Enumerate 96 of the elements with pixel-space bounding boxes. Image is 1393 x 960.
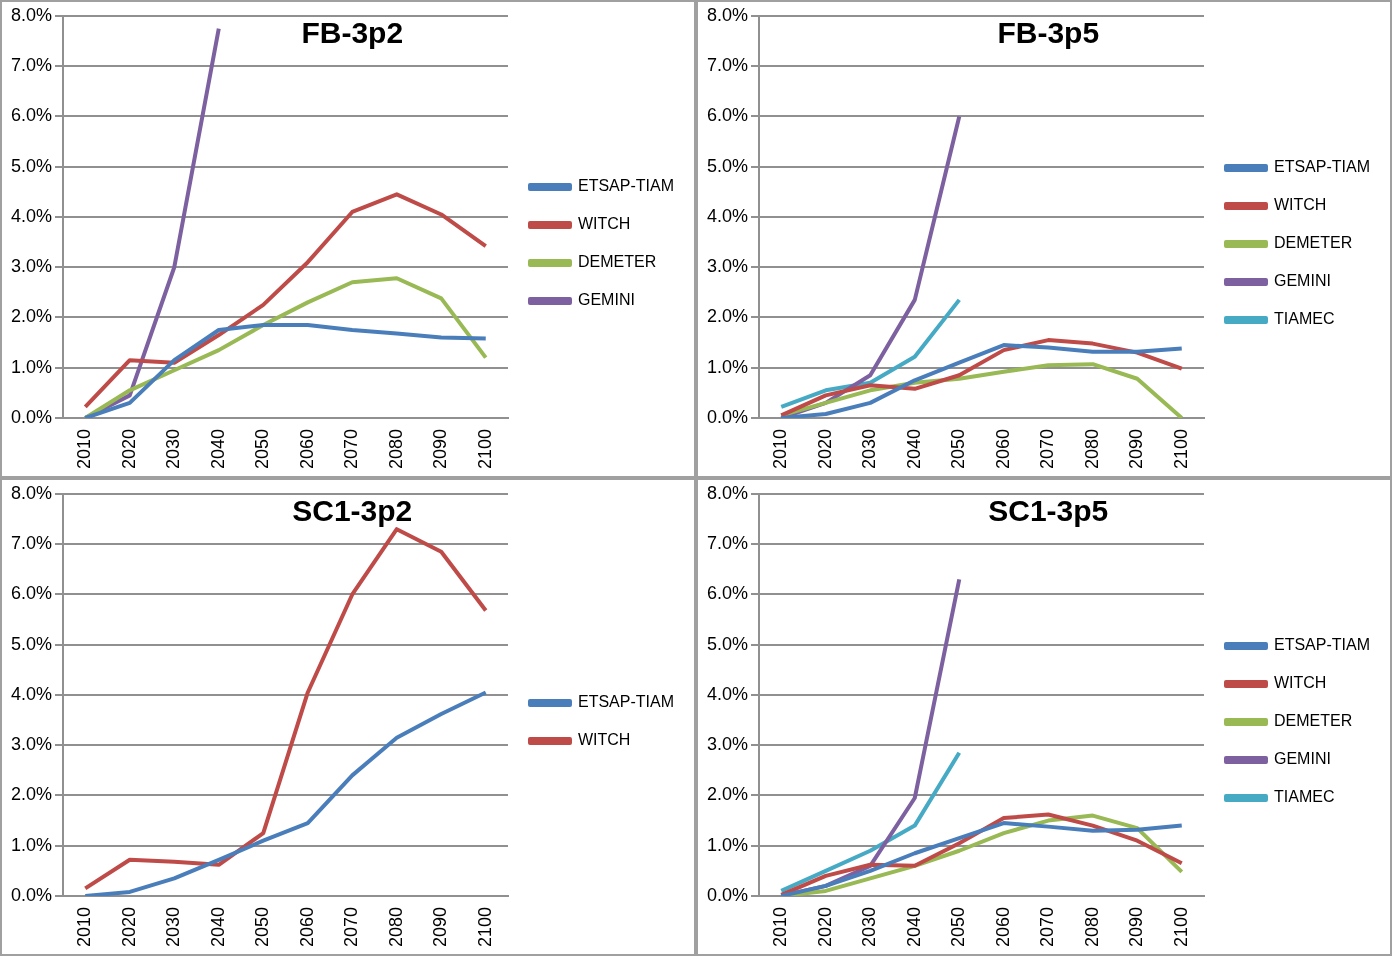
x-tick-label: 2050: [252, 906, 273, 947]
y-tick-label: 3.0%: [11, 734, 53, 755]
legend-label: ETSAP-TIAM: [577, 177, 675, 195]
y-tick-label: 3.0%: [707, 734, 749, 755]
x-tick-label: 2070: [341, 428, 362, 469]
y-tick-label: 4.0%: [11, 683, 53, 704]
y-tick-label: 2.0%: [11, 306, 53, 327]
legend-label: WITCH: [577, 215, 631, 233]
x-tick-label: 2040: [903, 428, 924, 469]
x-tick-label: 2080: [385, 428, 406, 469]
x-tick-label: 2050: [948, 428, 969, 469]
y-tick-label: 1.0%: [707, 834, 749, 855]
legend-label: DEMETER: [1273, 234, 1353, 252]
x-tick-label: 2100: [1170, 906, 1191, 947]
y-tick-label: 8.0%: [707, 482, 749, 503]
x-tick-label: 2090: [430, 428, 451, 469]
x-tick-label: 2090: [430, 906, 451, 947]
x-tick-label: 2030: [163, 906, 184, 947]
x-tick-label: 2060: [296, 428, 317, 469]
y-tick-label: 3.0%: [11, 256, 53, 277]
legend-label: GEMINI: [577, 291, 635, 309]
x-tick-label: 2070: [1037, 906, 1058, 947]
x-tick-label: 2030: [163, 428, 184, 469]
legend-label: TIAMEC: [1273, 788, 1335, 806]
legend-label: GEMINI: [1273, 272, 1331, 290]
x-tick-label: 2010: [770, 906, 791, 947]
y-tick-label: 1.0%: [11, 356, 53, 377]
legend-label: GEMINI: [1273, 750, 1331, 768]
y-tick-label: 6.0%: [11, 583, 53, 604]
y-tick-label: 0.0%: [11, 884, 53, 905]
y-tick-label: 5.0%: [11, 633, 53, 654]
x-tick-label: 2070: [341, 906, 362, 947]
y-tick-label: 7.0%: [11, 533, 53, 554]
legend-label: ETSAP-TIAM: [1273, 158, 1371, 176]
y-tick-label: 0.0%: [707, 406, 749, 427]
x-tick-label: 2010: [74, 906, 95, 947]
x-tick-label: 2020: [118, 428, 139, 469]
y-tick-label: 6.0%: [11, 105, 53, 126]
x-tick-label: 2090: [1126, 906, 1147, 947]
legend-label: WITCH: [1273, 196, 1327, 214]
chart-title: SC1-3p5: [988, 494, 1109, 528]
x-tick-label: 2010: [74, 428, 95, 469]
y-tick-label: 8.0%: [11, 4, 53, 25]
chart-title: FB-3p5: [997, 16, 1100, 50]
y-tick-label: 2.0%: [11, 784, 53, 805]
y-tick-label: 5.0%: [11, 155, 53, 176]
legend-label: TIAMEC: [1273, 310, 1335, 328]
y-tick-label: 4.0%: [11, 205, 53, 226]
x-tick-label: 2060: [992, 906, 1013, 947]
y-tick-label: 8.0%: [11, 482, 53, 503]
x-tick-label: 2020: [814, 428, 835, 469]
x-tick-label: 2080: [1081, 428, 1102, 469]
x-tick-label: 2100: [1170, 428, 1191, 469]
x-tick-label: 2020: [814, 906, 835, 947]
y-tick-label: 1.0%: [11, 834, 53, 855]
y-tick-label: 4.0%: [707, 205, 749, 226]
x-tick-label: 2060: [296, 906, 317, 947]
x-tick-label: 2040: [903, 906, 924, 947]
chart-title: SC1-3p2: [292, 494, 413, 528]
x-tick-label: 2080: [1081, 906, 1102, 947]
y-tick-label: 2.0%: [707, 784, 749, 805]
y-tick-label: 5.0%: [707, 633, 749, 654]
x-tick-label: 2050: [948, 906, 969, 947]
y-tick-label: 3.0%: [707, 256, 749, 277]
x-tick-label: 2030: [859, 906, 880, 947]
y-tick-label: 0.0%: [707, 884, 749, 905]
x-tick-label: 2070: [1037, 428, 1058, 469]
legend-label: ETSAP-TIAM: [1273, 636, 1371, 654]
y-tick-label: 6.0%: [707, 583, 749, 604]
chart-title: FB-3p2: [301, 16, 404, 50]
x-tick-label: 2050: [252, 428, 273, 469]
legend-label: WITCH: [577, 731, 631, 749]
x-tick-label: 2100: [474, 428, 495, 469]
legend-label: DEMETER: [1273, 712, 1353, 730]
x-tick-label: 2030: [859, 428, 880, 469]
y-tick-label: 5.0%: [707, 155, 749, 176]
x-tick-label: 2020: [118, 906, 139, 947]
y-tick-label: 6.0%: [707, 105, 749, 126]
legend-label: ETSAP-TIAM: [577, 693, 675, 711]
y-tick-label: 4.0%: [707, 683, 749, 704]
x-tick-label: 2080: [385, 906, 406, 947]
y-tick-label: 7.0%: [11, 55, 53, 76]
x-tick-label: 2010: [770, 428, 791, 469]
y-tick-label: 2.0%: [707, 306, 749, 327]
x-tick-label: 2040: [207, 906, 228, 947]
x-tick-label: 2090: [1126, 428, 1147, 469]
y-tick-label: 7.0%: [707, 55, 749, 76]
y-tick-label: 7.0%: [707, 533, 749, 554]
legend-label: DEMETER: [577, 253, 657, 271]
y-tick-label: 8.0%: [707, 4, 749, 25]
x-tick-label: 2040: [207, 428, 228, 469]
x-tick-label: 2060: [992, 428, 1013, 469]
legend-label: WITCH: [1273, 674, 1327, 692]
y-tick-label: 0.0%: [11, 406, 53, 427]
x-tick-label: 2100: [474, 906, 495, 947]
y-tick-label: 1.0%: [707, 356, 749, 377]
